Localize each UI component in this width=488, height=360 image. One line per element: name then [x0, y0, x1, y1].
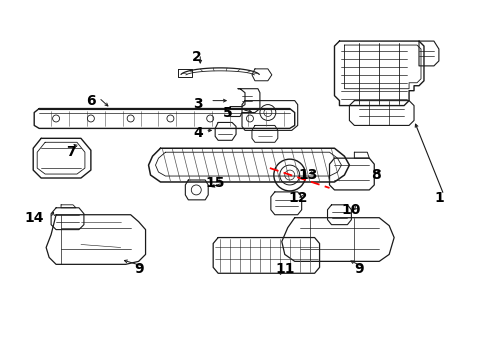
Text: 11: 11	[274, 262, 294, 276]
Text: 7: 7	[66, 145, 76, 159]
Text: 9: 9	[354, 262, 364, 276]
Text: 2: 2	[191, 50, 201, 64]
Polygon shape	[178, 69, 192, 77]
Polygon shape	[33, 138, 91, 178]
Polygon shape	[327, 205, 351, 225]
Polygon shape	[251, 125, 277, 142]
Polygon shape	[46, 215, 145, 264]
Text: 9: 9	[134, 262, 143, 276]
Polygon shape	[61, 205, 76, 208]
Text: 8: 8	[370, 168, 380, 182]
Polygon shape	[270, 192, 301, 215]
Polygon shape	[281, 218, 393, 261]
Polygon shape	[354, 152, 368, 158]
Polygon shape	[227, 89, 260, 117]
Text: 12: 12	[287, 191, 307, 205]
Text: 6: 6	[86, 94, 96, 108]
Text: 5: 5	[223, 105, 232, 120]
Polygon shape	[251, 69, 271, 81]
Polygon shape	[213, 238, 319, 273]
Polygon shape	[349, 100, 413, 125]
Polygon shape	[242, 100, 297, 130]
Text: 15: 15	[205, 176, 224, 190]
Text: 3: 3	[193, 96, 203, 111]
Text: 4: 4	[193, 126, 203, 140]
Text: 13: 13	[297, 168, 317, 182]
Text: 14: 14	[24, 211, 44, 225]
Polygon shape	[185, 180, 208, 200]
Polygon shape	[215, 122, 236, 140]
Polygon shape	[51, 208, 84, 230]
Text: 10: 10	[341, 203, 360, 217]
Polygon shape	[418, 41, 438, 66]
Circle shape	[273, 159, 305, 191]
Polygon shape	[334, 41, 423, 105]
Text: 1: 1	[433, 191, 443, 205]
Polygon shape	[148, 148, 349, 182]
Polygon shape	[34, 109, 294, 129]
Polygon shape	[329, 158, 373, 190]
